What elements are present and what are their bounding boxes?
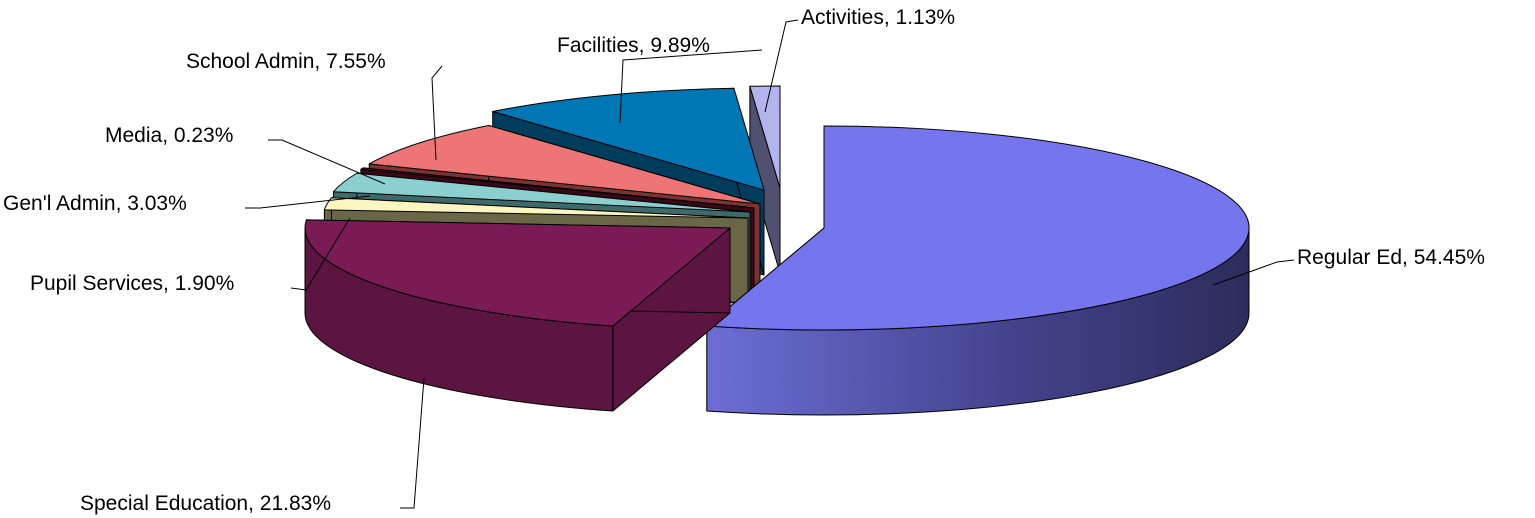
leader-line — [431, 65, 443, 161]
leader-line — [290, 217, 351, 291]
slice-labels: Regular Ed, 54.45% Special Education, 21.… — [3, 6, 1485, 515]
slice-label: Special Education, 21.83% — [80, 492, 331, 515]
leader-line — [400, 377, 425, 509]
pie-slice-special-education — [304, 219, 731, 412]
slice-label: Facilities, 9.89% — [557, 34, 710, 57]
slice-label: Media, 0.23% — [105, 124, 233, 147]
leader-line — [619, 49, 763, 124]
pie-slices — [304, 85, 1250, 416]
slice-label: Activities, 1.13% — [801, 6, 955, 29]
leader-line — [764, 19, 799, 113]
pie-slice-regular-ed — [706, 125, 1250, 416]
leader-line — [268, 139, 386, 185]
pie-slice-activities — [749, 85, 781, 274]
slice-label: Pupil Services, 1.90% — [30, 272, 234, 295]
slice-label: Gen'l Admin, 3.03% — [3, 192, 187, 215]
leader-line — [1212, 259, 1295, 286]
slice-label: School Admin, 7.55% — [186, 50, 386, 73]
slice-label: Regular Ed, 54.45% — [1297, 246, 1485, 269]
leader-line — [245, 195, 371, 209]
